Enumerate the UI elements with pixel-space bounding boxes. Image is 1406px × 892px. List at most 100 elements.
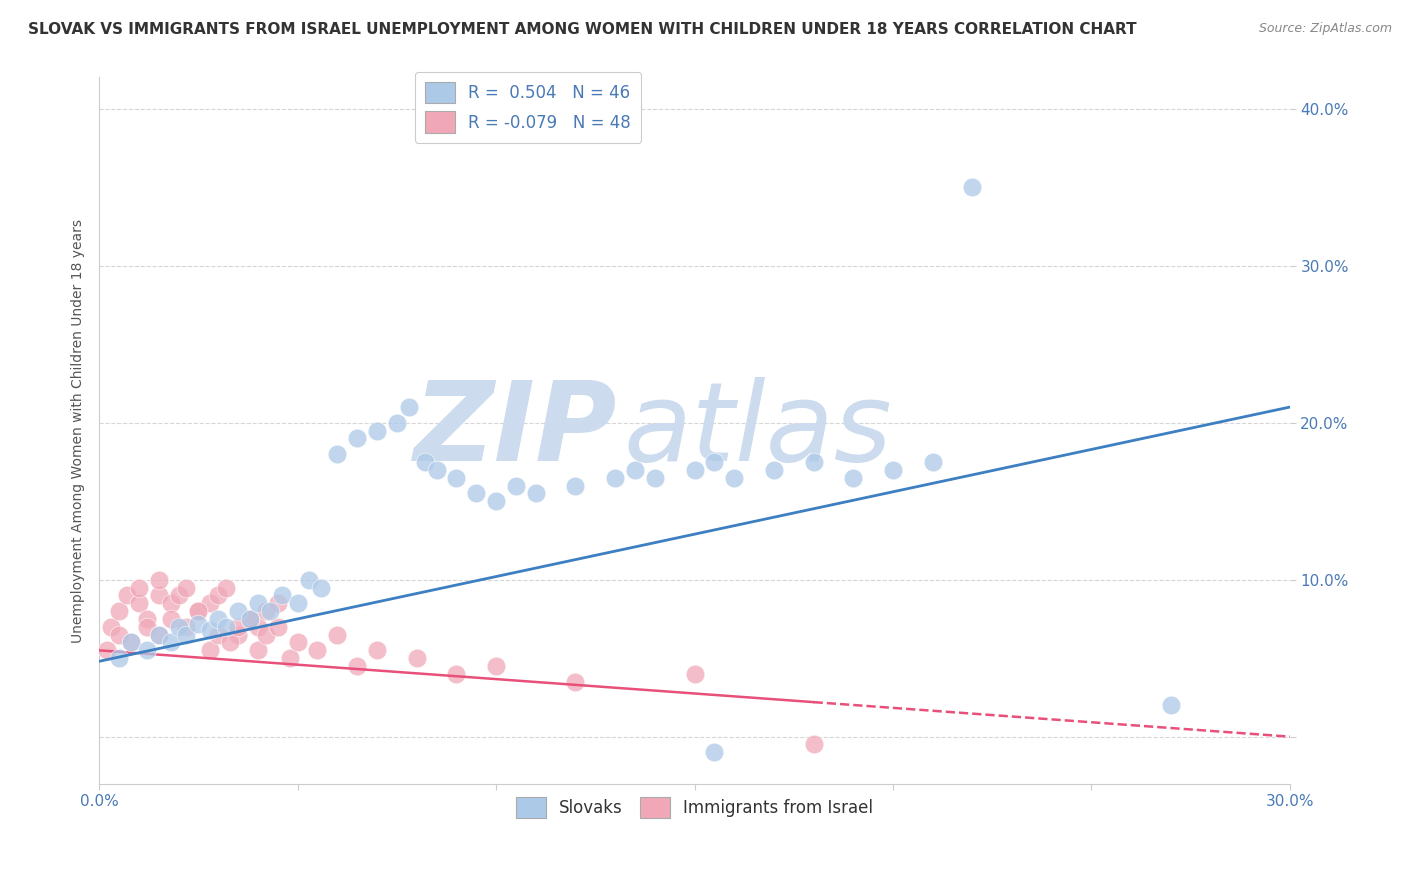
Point xyxy=(298,573,321,587)
Point xyxy=(921,455,943,469)
Point xyxy=(187,604,209,618)
Point xyxy=(624,463,647,477)
Point xyxy=(465,486,488,500)
Text: atlas: atlas xyxy=(623,377,891,484)
Point xyxy=(239,612,262,626)
Point xyxy=(398,400,420,414)
Point xyxy=(135,643,157,657)
Point xyxy=(176,620,198,634)
Point xyxy=(207,612,229,626)
Point xyxy=(267,620,290,634)
Legend: Slovaks, Immigrants from Israel: Slovaks, Immigrants from Israel xyxy=(509,790,880,825)
Point xyxy=(96,643,118,657)
Point xyxy=(128,581,150,595)
Point xyxy=(413,455,436,469)
Point xyxy=(128,596,150,610)
Point xyxy=(366,424,388,438)
Point xyxy=(226,627,249,641)
Point xyxy=(159,635,181,649)
Point xyxy=(167,588,190,602)
Text: ZIP: ZIP xyxy=(413,377,617,484)
Point xyxy=(187,616,209,631)
Point xyxy=(446,471,468,485)
Point xyxy=(405,651,427,665)
Point xyxy=(176,581,198,595)
Point xyxy=(803,738,825,752)
Point xyxy=(215,620,238,634)
Point xyxy=(200,643,222,657)
Point xyxy=(246,643,269,657)
Point xyxy=(176,627,198,641)
Point xyxy=(703,745,725,759)
Point xyxy=(148,627,170,641)
Point xyxy=(803,455,825,469)
Point xyxy=(882,463,904,477)
Point xyxy=(962,180,984,194)
Point xyxy=(246,596,269,610)
Point xyxy=(1160,698,1182,713)
Point xyxy=(524,486,547,500)
Point xyxy=(148,627,170,641)
Text: SLOVAK VS IMMIGRANTS FROM ISRAEL UNEMPLOYMENT AMONG WOMEN WITH CHILDREN UNDER 18: SLOVAK VS IMMIGRANTS FROM ISRAEL UNEMPLO… xyxy=(28,22,1136,37)
Point xyxy=(207,588,229,602)
Point xyxy=(219,635,242,649)
Point xyxy=(270,588,292,602)
Point xyxy=(311,581,333,595)
Point xyxy=(148,573,170,587)
Point xyxy=(239,612,262,626)
Point xyxy=(226,620,249,634)
Point xyxy=(446,666,468,681)
Point xyxy=(246,620,269,634)
Point xyxy=(564,674,586,689)
Point xyxy=(485,494,508,508)
Point xyxy=(505,478,527,492)
Text: Source: ZipAtlas.com: Source: ZipAtlas.com xyxy=(1258,22,1392,36)
Point xyxy=(326,627,349,641)
Point xyxy=(148,588,170,602)
Point xyxy=(135,612,157,626)
Point xyxy=(254,604,277,618)
Point xyxy=(259,604,281,618)
Point xyxy=(120,635,142,649)
Point xyxy=(385,416,408,430)
Point xyxy=(108,627,131,641)
Point xyxy=(159,612,181,626)
Point xyxy=(723,471,745,485)
Point xyxy=(108,651,131,665)
Point xyxy=(254,627,277,641)
Point xyxy=(683,666,706,681)
Point xyxy=(108,604,131,618)
Point xyxy=(159,596,181,610)
Point xyxy=(762,463,785,477)
Point xyxy=(346,432,368,446)
Y-axis label: Unemployment Among Women with Children Under 18 years: Unemployment Among Women with Children U… xyxy=(72,219,86,642)
Point xyxy=(167,620,190,634)
Point xyxy=(200,623,222,637)
Point xyxy=(326,447,349,461)
Point xyxy=(703,455,725,469)
Point xyxy=(644,471,666,485)
Point xyxy=(287,635,309,649)
Point xyxy=(485,659,508,673)
Point xyxy=(135,620,157,634)
Point xyxy=(226,604,249,618)
Point xyxy=(842,471,865,485)
Point xyxy=(425,463,447,477)
Point xyxy=(605,471,627,485)
Point xyxy=(564,478,586,492)
Point xyxy=(100,620,122,634)
Point xyxy=(187,604,209,618)
Point xyxy=(267,596,290,610)
Point xyxy=(215,581,238,595)
Point xyxy=(200,596,222,610)
Point xyxy=(239,612,262,626)
Point xyxy=(278,651,301,665)
Point xyxy=(346,659,368,673)
Point xyxy=(366,643,388,657)
Point xyxy=(683,463,706,477)
Point xyxy=(120,635,142,649)
Point xyxy=(115,588,138,602)
Point xyxy=(207,627,229,641)
Point xyxy=(307,643,329,657)
Point xyxy=(287,596,309,610)
